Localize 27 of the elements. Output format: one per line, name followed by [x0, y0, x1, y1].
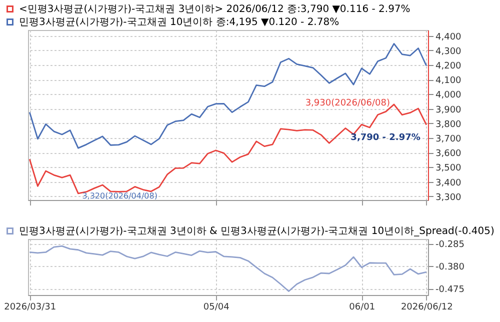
y-tick-label: 4,400: [436, 32, 462, 42]
annotation: 3,790 - 2.97%: [350, 132, 420, 143]
x-tick-label: 2026/03/31: [4, 302, 56, 312]
legend-label: 민평3사평균(시가평가)-국고채권 10년이하 종:4,195 ▼0.120 - 2.78%: [19, 17, 340, 28]
y-tick-label: 4,100: [436, 76, 462, 86]
y-tick-label: 3,300: [436, 192, 462, 203]
annotation: 3,320(2026/04/08): [82, 191, 158, 200]
y-tick-label: -0.380: [436, 262, 465, 273]
y-tick-label: -0.285: [436, 240, 465, 250]
y-tick-label: 4,000: [436, 90, 462, 101]
y-tick-label: 3,900: [436, 105, 462, 116]
y-tick-label: 3,400: [436, 178, 462, 188]
y-tick-label: 3,800: [436, 120, 462, 130]
y-tick-label: 4,200: [436, 62, 462, 72]
legend-label: 민평3사평균(시가평가)-국고채권 3년이하 & 민평3사평균(시가평가)-국고채권 10년이하_Spread(-0.405): [19, 226, 494, 237]
line-series: [28, 43, 428, 149]
y-tick-label: 3,700: [436, 134, 462, 144]
legend-label: <민평3사평균(시가평가)-국고채권 3년이하> 2026/06/12 종:3,790 ▼0.116 - 2.97%: [19, 4, 410, 15]
y-tick-label: 3,500: [436, 164, 462, 174]
x-tick-label: 2026/06/12: [400, 302, 453, 312]
y-tick-label: -0.475: [436, 285, 465, 296]
annotation: 3,930(2026/06/08): [305, 98, 390, 108]
x-tick-label: 06/01: [349, 302, 376, 312]
line-series: [28, 245, 428, 292]
y-tick-label: 3,600: [436, 149, 462, 160]
y-tick-label: 4,300: [436, 46, 462, 57]
x-tick-label: 05/04: [203, 302, 230, 312]
